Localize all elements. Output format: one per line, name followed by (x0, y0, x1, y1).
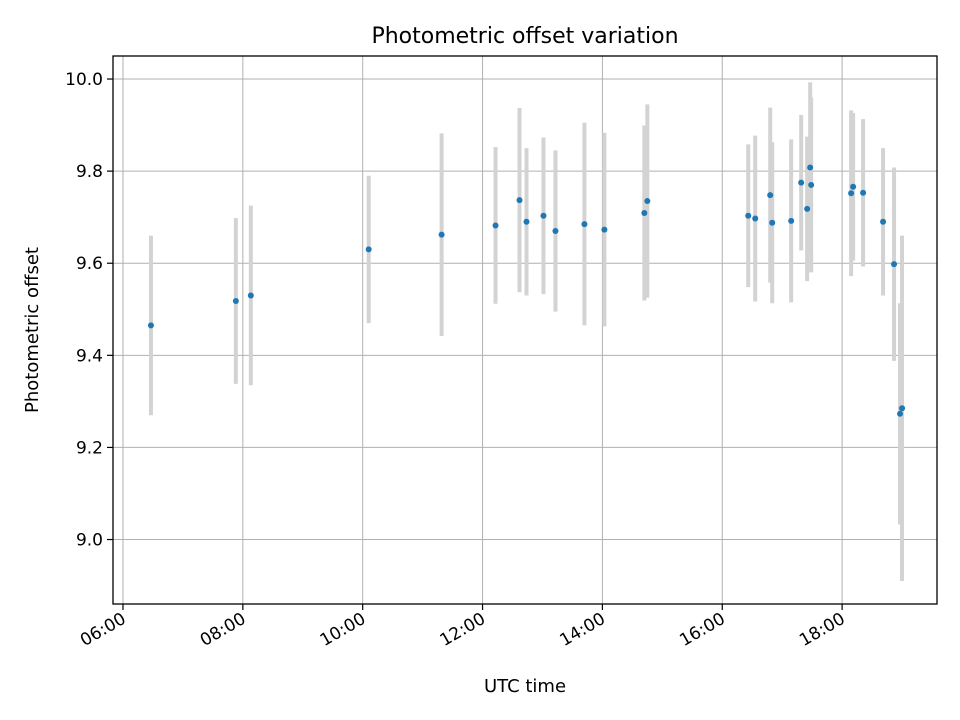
data-point (752, 215, 759, 222)
x-axis-label: UTC time (484, 676, 566, 697)
x-axis-ticks: 06:00 08:00 10:00 12:00 14:00 16:00 18:00 (77, 604, 849, 651)
data-point (552, 227, 559, 234)
y-tick-label: 9.8 (76, 162, 103, 182)
data-point (745, 212, 752, 219)
x-tick-label: 06:00 (77, 609, 129, 651)
x-tick-label: 16:00 (676, 609, 728, 651)
data-point (798, 179, 805, 186)
data-point (808, 181, 815, 188)
data-point (438, 231, 445, 238)
data-point (232, 297, 239, 304)
y-axis-ticks: 9.0 9.2 9.4 9.6 9.8 10.0 (65, 70, 113, 551)
data-point (601, 226, 608, 233)
data-point (899, 405, 906, 412)
data-point (804, 205, 811, 212)
y-tick-label: 9.0 (76, 531, 103, 551)
data-point (897, 410, 904, 417)
y-tick-label: 9.2 (76, 438, 103, 458)
data-points (147, 164, 906, 417)
x-tick-label: 14:00 (556, 609, 608, 651)
y-tick-label: 9.6 (76, 254, 103, 274)
data-point (769, 219, 776, 226)
data-point (147, 322, 154, 329)
data-point (641, 210, 648, 217)
data-point (247, 292, 254, 299)
data-point (644, 198, 651, 205)
data-point (767, 192, 774, 199)
data-point (848, 190, 855, 197)
data-point (492, 222, 499, 229)
data-point (807, 164, 814, 171)
data-point (860, 189, 867, 196)
data-point (880, 218, 887, 225)
data-point (891, 261, 898, 268)
x-tick-label: 08:00 (197, 609, 249, 651)
data-point (523, 218, 530, 225)
data-point (365, 246, 372, 253)
data-point (581, 221, 588, 228)
x-tick-label: 18:00 (796, 609, 848, 651)
data-point (788, 217, 795, 224)
x-tick-label: 10:00 (317, 609, 369, 651)
y-axis-label: Photometric offset (22, 247, 43, 413)
y-tick-label: 10.0 (65, 70, 103, 90)
x-tick-label: 12:00 (437, 609, 489, 651)
plot-frame (112, 55, 938, 605)
y-tick-label: 9.4 (76, 346, 103, 366)
data-point (540, 212, 547, 219)
chart-title: Photometric offset variation (371, 24, 678, 49)
data-point (516, 197, 523, 204)
error-bars (148, 82, 905, 581)
data-point (850, 183, 857, 190)
